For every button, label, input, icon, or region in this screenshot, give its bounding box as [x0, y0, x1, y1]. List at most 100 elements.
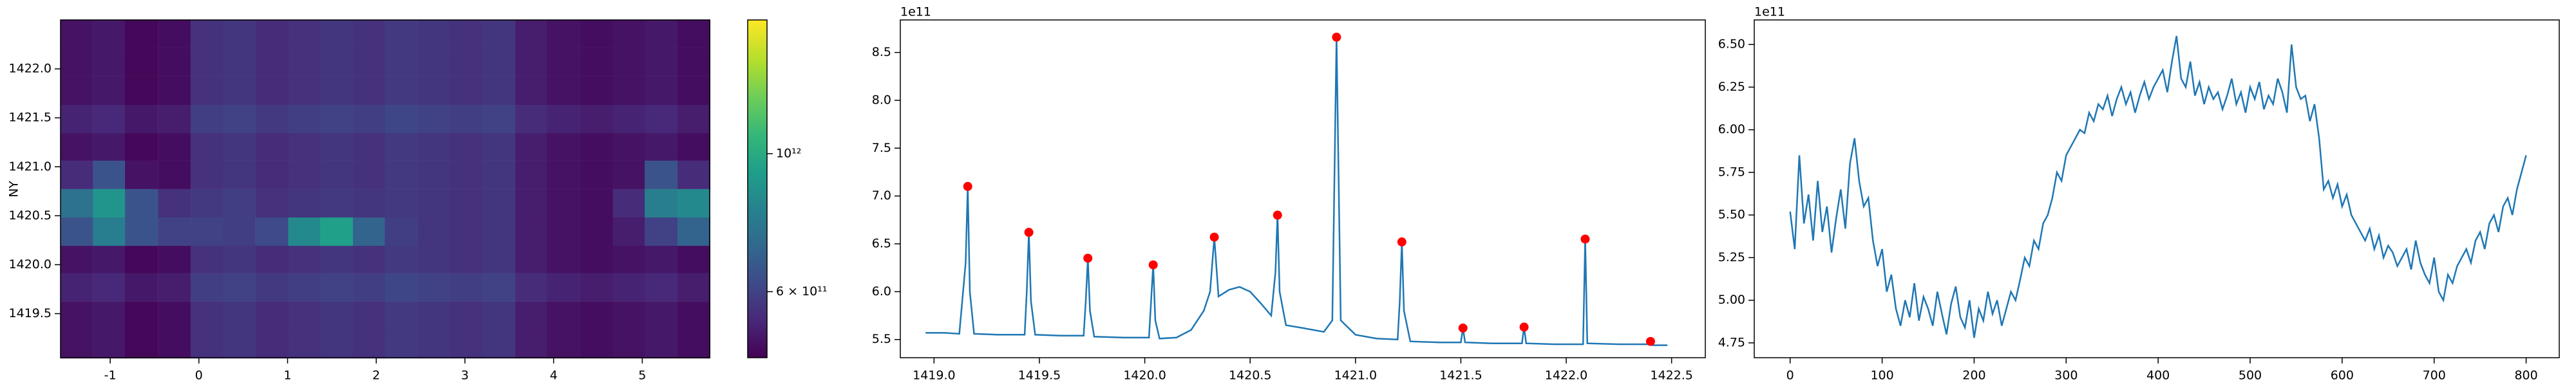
heatmap-cell [612, 19, 646, 48]
heatmap-cell [450, 244, 484, 273]
peak-marker [1458, 323, 1468, 333]
heatmap-cell [515, 19, 549, 48]
x-tick-label: 600 [2331, 369, 2354, 383]
peak-marker [1332, 32, 1341, 42]
heatmap-cell [320, 132, 354, 161]
y-tick-label: 6.25 [1718, 80, 1745, 94]
heatmap-cell [158, 244, 191, 273]
heatmap-cell [417, 76, 451, 106]
heatmap-cell [288, 301, 321, 331]
heatmap-cell [158, 48, 191, 77]
offset-text: 1e11 [900, 5, 931, 19]
heatmap-cell [288, 273, 321, 302]
heatmap-cell [60, 188, 93, 218]
heatmap-cell [547, 217, 580, 246]
heatmap-cell [288, 188, 321, 218]
peak-marker [1024, 228, 1034, 237]
heatmap-cell [612, 76, 646, 106]
heatmap-cell [645, 132, 678, 161]
heatmap-cell [125, 329, 158, 359]
x-tick-label: 4 [550, 369, 558, 383]
heatmap-cell [320, 19, 354, 48]
heatmap-cell [125, 132, 158, 161]
y-tick-label: 1419.5 [9, 306, 52, 320]
heatmap-cell [158, 160, 191, 189]
heatmap-cell [353, 188, 386, 218]
x-tick-label: 200 [1962, 369, 1985, 383]
heatmap-cell [677, 48, 711, 77]
heatmap-cell [645, 76, 678, 106]
x-tick-label: 1419.5 [1018, 369, 1061, 383]
heatmap-cell [677, 76, 711, 106]
heatmap-cell [191, 329, 224, 359]
heatmap-cell [320, 244, 354, 273]
heatmap-cell [450, 273, 484, 302]
heatmap-cell [580, 132, 613, 161]
x-tick-label: 1419.0 [913, 369, 955, 383]
heatmap-cell [547, 19, 580, 48]
heatmap-cell [580, 104, 613, 134]
heatmap-cell [158, 301, 191, 331]
x-tick-label: 1420.0 [1123, 369, 1166, 383]
heatmap-cell [612, 273, 646, 302]
heatmap-cell [353, 19, 386, 48]
axes-frame [1754, 19, 2560, 358]
heatmap-cell [612, 160, 646, 189]
heatmap-cell [93, 104, 126, 134]
heatmap-cell [125, 19, 158, 48]
heatmap-cell [353, 48, 386, 77]
peak-marker [1209, 232, 1219, 242]
heatmap-cell [320, 104, 354, 134]
heatmap-cell [580, 273, 613, 302]
heatmap-cell [158, 273, 191, 302]
heatmap-cell [222, 104, 256, 134]
heatmap-cell [288, 48, 321, 77]
heatmap-cell [417, 48, 451, 77]
x-tick-label: 1 [283, 369, 291, 383]
heatmap-cell [450, 160, 484, 189]
heatmap-cell [612, 244, 646, 273]
heatmap-cell [612, 188, 646, 218]
heatmap-cell [384, 104, 418, 134]
heatmap-cell [222, 217, 256, 246]
heatmap-cell [288, 217, 321, 246]
heatmap-cell [320, 160, 354, 189]
heatmap-cell [450, 104, 484, 134]
x-tick-label: 0 [1786, 369, 1794, 383]
heatmap-cell [515, 104, 549, 134]
y-tick-label: 4.75 [1718, 335, 1745, 349]
heatmap-cell [612, 301, 646, 331]
heatmap-cell [515, 244, 549, 273]
heatmap-cell [125, 160, 158, 189]
heatmap-cell [417, 19, 451, 48]
heatmap-cell [482, 188, 516, 218]
heatmap-cell [612, 48, 646, 77]
heatmap-cell [547, 244, 580, 273]
heatmap-cell [255, 273, 289, 302]
colorbar-tick-label: 10¹² [776, 146, 801, 160]
heatmap-cell [547, 188, 580, 218]
heatmap-cell [580, 329, 613, 359]
heatmap-cell [222, 188, 256, 218]
heatmap-cell [645, 329, 678, 359]
heatmap-cell [191, 19, 224, 48]
heatmap-cell [93, 244, 126, 273]
heatmap-cell [482, 217, 516, 246]
heatmap-cell [93, 76, 126, 106]
heatmap-cell [125, 244, 158, 273]
y-tick-label: 6.00 [1718, 122, 1745, 136]
heatmap-cell [580, 76, 613, 106]
heatmap-cell [93, 301, 126, 331]
heatmap-cell [450, 19, 484, 48]
heatmap-cell [384, 217, 418, 246]
heatmap-cell [191, 301, 224, 331]
heatmap-cell [547, 104, 580, 134]
heatmap-cell [60, 217, 93, 246]
heatmap-cell [288, 104, 321, 134]
heatmap-cell [125, 188, 158, 218]
heatmap-cell [547, 160, 580, 189]
peak-marker [1148, 260, 1158, 270]
heatmap-cell [384, 19, 418, 48]
heatmap-cell [191, 188, 224, 218]
heatmap-cell [222, 160, 256, 189]
